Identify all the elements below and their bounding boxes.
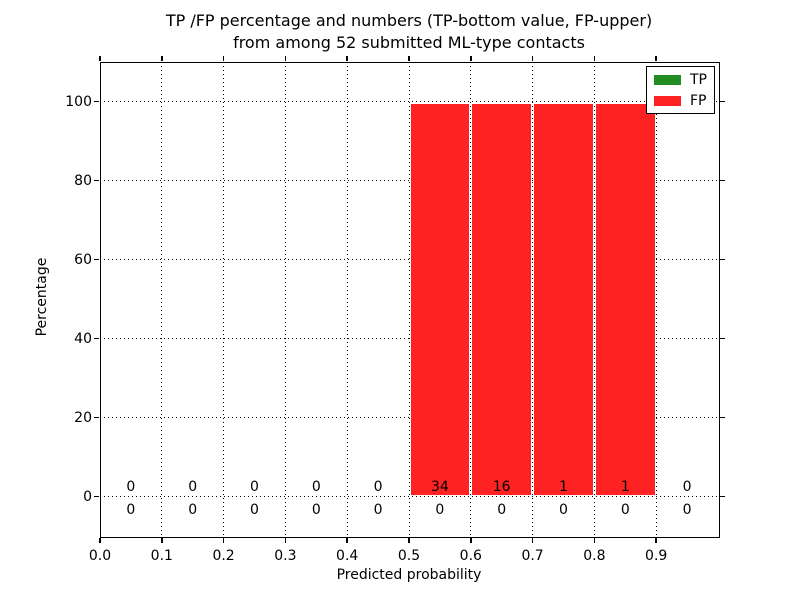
- y-tick-left: [93, 179, 99, 182]
- x-tick-top: [531, 55, 534, 61]
- tp-count-label: 0: [682, 501, 692, 518]
- x-tick-label: 0.5: [397, 548, 421, 564]
- y-tick-right: [719, 495, 725, 498]
- fp-count-label: 16: [492, 478, 511, 495]
- v-gridline: [408, 62, 410, 536]
- x-tick-bottom: [346, 537, 348, 543]
- x-tick-label: 0.6: [459, 548, 482, 564]
- x-tick-bottom: [222, 537, 225, 543]
- legend-item-tp: TP: [654, 71, 707, 88]
- x-axis-label: Predicted probability: [336, 567, 482, 583]
- x-tick-bottom: [531, 537, 534, 543]
- x-tick-label: 0.4: [336, 548, 359, 564]
- tp-legend-label: TP: [690, 71, 707, 88]
- y-axis-label: Percentage: [34, 257, 50, 337]
- fp-count-label: 0: [311, 478, 321, 495]
- x-tick-bottom: [470, 537, 472, 543]
- v-gridline: [593, 62, 595, 536]
- fp-bar: [534, 103, 593, 495]
- tp-count-label: 0: [188, 501, 198, 518]
- fp-legend-swatch: [654, 95, 681, 106]
- x-tick-top: [408, 55, 410, 61]
- x-tick-bottom: [593, 537, 596, 543]
- v-gridline: [223, 62, 225, 536]
- fp-count-label: 1: [559, 478, 568, 495]
- fp-count-label: 0: [188, 478, 198, 495]
- v-gridline: [655, 62, 657, 536]
- v-gridline: [470, 62, 472, 536]
- x-tick-label: 0.1: [150, 548, 173, 564]
- y-tick-label: 100: [65, 93, 92, 110]
- y-tick-left: [93, 258, 99, 261]
- y-tick-label: 0: [83, 488, 92, 505]
- fp-count-label: 0: [373, 478, 383, 495]
- x-tick-top: [346, 55, 348, 61]
- y-tick-label: 60: [74, 251, 92, 268]
- fp-legend-label: FP: [690, 92, 707, 109]
- v-gridline: [284, 62, 286, 536]
- tp-count-label: 0: [559, 501, 568, 518]
- y-tick-right: [719, 179, 725, 182]
- x-tick-top: [99, 55, 101, 61]
- tp-legend-swatch: [654, 74, 681, 85]
- y-tick-left: [93, 100, 99, 103]
- tp-count-label: 0: [620, 501, 630, 518]
- x-tick-top: [470, 55, 472, 61]
- chart-title-line1: TP /FP percentage and numbers (TP-bottom…: [165, 11, 653, 30]
- x-tick-top: [161, 55, 163, 61]
- x-tick-bottom: [655, 537, 657, 543]
- x-tick-top: [222, 55, 225, 61]
- x-tick-top: [593, 55, 596, 61]
- fp-count-label: 1: [620, 478, 630, 495]
- fp-bar: [410, 103, 470, 495]
- x-tick-label: 0.3: [274, 548, 297, 564]
- x-tick-bottom: [161, 537, 163, 543]
- plot-area: [100, 62, 720, 538]
- x-tick-label: 0.7: [521, 548, 544, 564]
- legend-item-fp: FP: [654, 92, 707, 109]
- chart-title-line2: from among 52 submitted ML-type contacts: [233, 33, 585, 52]
- tp-count-label: 0: [435, 501, 445, 518]
- y-tick-right: [719, 416, 725, 419]
- x-tick-top: [284, 55, 287, 61]
- y-tick-left: [93, 416, 99, 419]
- x-tick-bottom: [99, 537, 101, 543]
- fp-bar: [472, 103, 532, 495]
- fp-count-label: 0: [682, 478, 692, 495]
- x-tick-label: 0.9: [645, 548, 668, 564]
- y-tick-left: [93, 337, 99, 340]
- fp-count-label: 0: [250, 478, 259, 495]
- x-tick-bottom: [284, 537, 287, 543]
- x-tick-top: [655, 55, 657, 61]
- y-tick-label: 20: [74, 409, 92, 426]
- y-tick-right: [719, 258, 725, 261]
- x-tick-label: 0.2: [212, 548, 235, 564]
- x-tick-label: 0.8: [583, 548, 606, 564]
- v-gridline: [346, 62, 348, 536]
- y-tick-left: [93, 495, 99, 498]
- legend: TP FP: [646, 66, 715, 114]
- tp-count-label: 0: [250, 501, 259, 518]
- v-gridline: [532, 62, 534, 536]
- y-tick-label: 40: [74, 330, 92, 347]
- tp-count-label: 0: [311, 501, 321, 518]
- x-tick-label: 0.0: [88, 548, 112, 564]
- y-tick-right: [719, 337, 725, 340]
- fp-count-label: 0: [126, 478, 136, 495]
- chart-title: TP /FP percentage and numbers (TP-bottom…: [9, 10, 800, 54]
- v-gridline: [161, 62, 163, 536]
- tp-count-label: 0: [497, 501, 507, 518]
- y-tick-right: [719, 100, 725, 103]
- tp-count-label: 0: [373, 501, 383, 518]
- fp-bar: [595, 103, 655, 495]
- fp-count-label: 34: [430, 478, 449, 495]
- tp-count-label: 0: [126, 501, 136, 518]
- x-tick-bottom: [408, 537, 410, 543]
- y-tick-label: 80: [74, 172, 92, 189]
